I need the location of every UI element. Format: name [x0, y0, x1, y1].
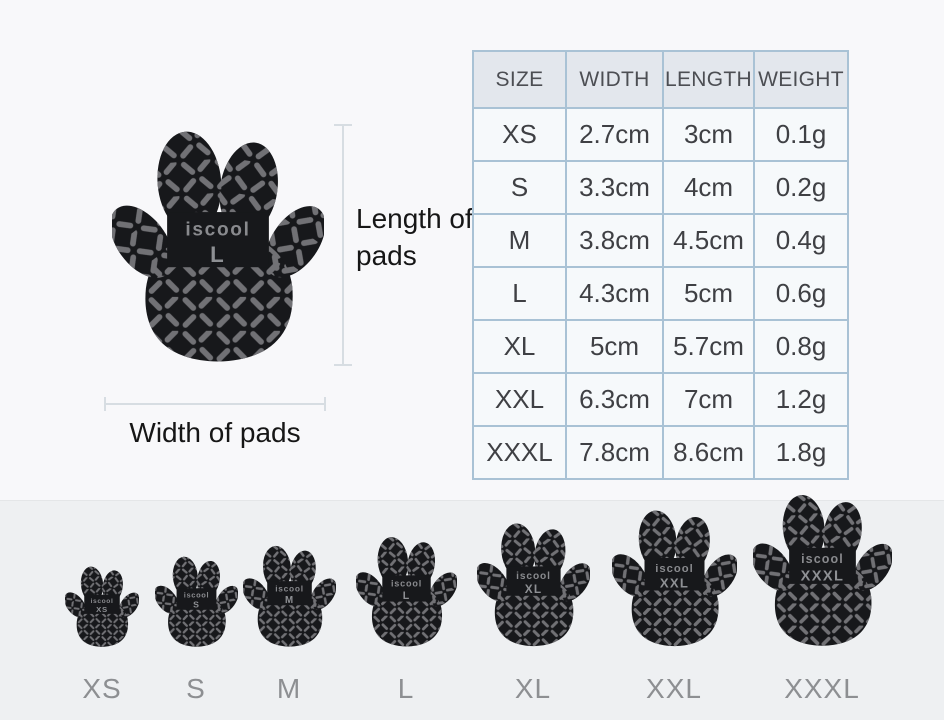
width-cell: 3.3cm — [565, 160, 664, 215]
size-cell: XXXL — [472, 425, 567, 480]
paw-pad-graphic: iscool XS — [65, 565, 139, 647]
width-cell: 7.8cm — [565, 425, 664, 480]
length-cell: 7cm — [662, 372, 755, 427]
size-table-header: SIZE — [472, 50, 567, 109]
paw-size-text: XS — [96, 605, 108, 614]
paw-logo-band — [381, 575, 431, 602]
paw-logo-band — [788, 547, 856, 584]
size-table-row: S 3.3cm 4cm 0.2g — [472, 160, 849, 215]
paw-size-text: M — [284, 595, 293, 606]
lineup-paw-xxxl: iscool XXXL — [752, 492, 892, 648]
width-cell: 3.8cm — [565, 213, 664, 268]
weight-cell: 0.2g — [753, 160, 849, 215]
lineup-label-l: L — [397, 673, 415, 704]
paw-pad-graphic: iscool L — [355, 535, 457, 647]
paw-brand-text: iscool — [91, 598, 114, 605]
size-cell: S — [472, 160, 567, 215]
paw-logo-band — [167, 212, 269, 268]
width-annotation: Width of pads — [129, 417, 301, 448]
lineup-label-xxxl: XXXL — [784, 673, 860, 704]
measurement-section: iscool L Length of pads Width of pads SI… — [104, 50, 849, 480]
size-cell: XL — [472, 319, 567, 374]
lineup-paw-xxl: iscool XXL — [611, 508, 737, 648]
length-cell: 5cm — [662, 266, 755, 321]
weight-cell: 1.8g — [753, 425, 849, 480]
size-cell: M — [472, 213, 567, 268]
weight-cell: 0.8g — [753, 319, 849, 374]
lineup-paw-m: iscool M — [242, 544, 336, 648]
paw-pad-graphic: iscool XL — [476, 522, 590, 647]
paw-pad-graphic: iscool L — [112, 128, 324, 362]
weight-cell: 0.1g — [753, 107, 849, 162]
size-table-header: WIDTH — [565, 50, 664, 109]
length-cell: 4.5cm — [662, 213, 755, 268]
length-measure-line — [334, 124, 352, 366]
size-table-row: M 3.8cm 4.5cm 0.4g — [472, 213, 849, 268]
length-cell: 8.6cm — [662, 425, 755, 480]
paw-logo-band — [644, 558, 704, 591]
size-cell: XXL — [472, 372, 567, 427]
paw-pad-graphic: iscool M — [242, 544, 336, 647]
weight-cell: 1.2g — [753, 372, 849, 427]
size-table-row: XS 2.7cm 3cm 0.1g — [472, 107, 849, 162]
size-table-body: XS 2.7cm 3cm 0.1g S 3.3cm 4cm 0.2g M 3.8cm 4.5cm 0.… — [472, 107, 849, 480]
length-cell: 4cm — [662, 160, 755, 215]
width-cell: 4.3cm — [565, 266, 664, 321]
paw-logo-band — [176, 588, 216, 610]
size-table-row: L 4.3cm 5cm 0.6g — [472, 266, 849, 321]
paw-brand-text: iscool — [275, 583, 304, 593]
lineup-label-s: S — [186, 673, 206, 704]
size-table-row: XXXL 7.8cm 8.6cm 1.8g — [472, 425, 849, 480]
weight-cell: 0.6g — [753, 266, 849, 321]
size-cell: L — [472, 266, 567, 321]
paw-logo-band — [84, 594, 120, 614]
paw-pad-graphic: iscool XXL — [611, 508, 737, 647]
length-cell: 5.7cm — [662, 319, 755, 374]
paw-size-text: L — [210, 242, 226, 267]
paw-size-text: L — [402, 590, 409, 602]
size-table-row: XXL 6.3cm 7cm 1.2g — [472, 372, 849, 427]
paw-brand-text: iscool — [655, 563, 694, 575]
paw-size-text: XXL — [659, 575, 688, 590]
lineup-paw-s: iscool S — [154, 555, 238, 648]
paw-pad-graphic: iscool S — [154, 555, 238, 647]
paw-brand-text: iscool — [185, 219, 250, 240]
length-cell: 3cm — [662, 107, 755, 162]
size-table-row: XL 5cm 5.7cm 0.8g — [472, 319, 849, 374]
paw-brand-text: iscool — [183, 590, 209, 599]
lineup-label-xl: XL — [514, 673, 552, 704]
paw-size-text: S — [193, 600, 200, 610]
lineup-paw-xl: iscool XL — [476, 521, 590, 648]
paw-logo-band — [266, 581, 312, 606]
width-measure-line — [104, 397, 326, 411]
size-table-header: WEIGHT — [753, 50, 849, 109]
size-table-header: LENGTH — [662, 50, 755, 109]
size-lineup-section: iscool XS XS iscool S S iscool M M iscoo… — [0, 493, 944, 720]
paw-size-text: XL — [524, 582, 541, 596]
lineup-label-xxl: XXL — [646, 673, 702, 704]
lineup-label-m: M — [276, 673, 302, 704]
paw-size-text: XXXL — [800, 568, 844, 584]
paw-logo-band — [505, 566, 561, 596]
size-cell: XS — [472, 107, 567, 162]
paw-brand-text: iscool — [801, 552, 844, 566]
weight-cell: 0.4g — [753, 213, 849, 268]
paw-pad-graphic: iscool XXXL — [752, 493, 892, 646]
width-cell: 5cm — [565, 319, 664, 374]
width-cell: 2.7cm — [565, 107, 664, 162]
main-paw-pad: iscool L — [112, 127, 324, 365]
lineup-label-xs: XS — [82, 673, 122, 704]
size-table: SIZE WIDTH LENGTH WEIGHT XS 2.7cm 3cm 0.1g S 3.3… — [472, 50, 849, 480]
paw-brand-text: iscool — [516, 571, 551, 582]
paw-brand-text: iscool — [390, 578, 421, 588]
length-annotation: Length of pads — [356, 203, 473, 271]
size-table-header-row: SIZE WIDTH LENGTH WEIGHT — [472, 50, 849, 109]
lineup-paw-l: iscool L — [355, 535, 457, 648]
width-cell: 6.3cm — [565, 372, 664, 427]
lineup-paw-xs: iscool XS — [65, 565, 139, 648]
